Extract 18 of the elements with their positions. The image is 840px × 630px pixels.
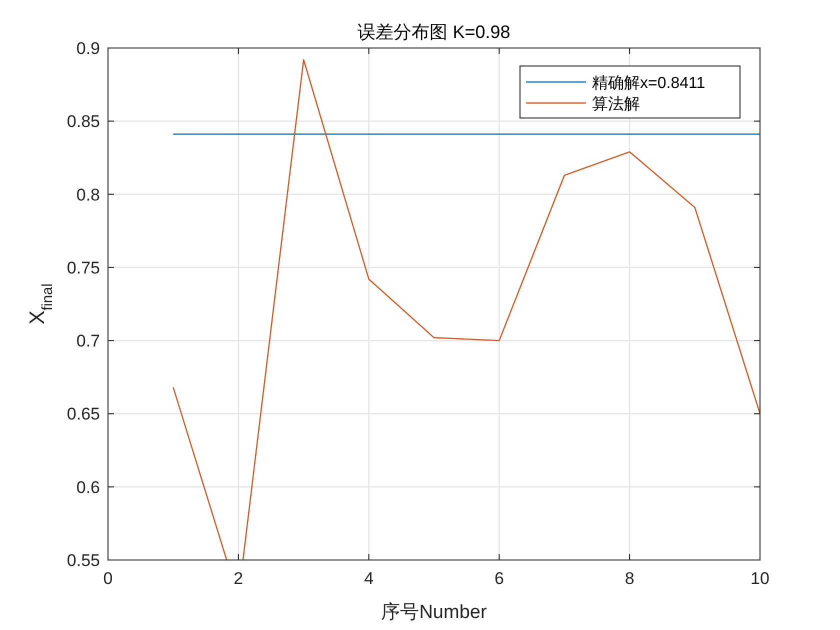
x-tick-label: 0 [103, 569, 113, 588]
x-tick-label: 4 [364, 569, 374, 588]
chart-title: 误差分布图 K=0.98 [358, 22, 510, 42]
x-axis-title: 序号Number [381, 601, 488, 623]
y-tick-label: 0.65 [66, 404, 100, 424]
legend-label: 精确解x=0.8411 [592, 74, 706, 92]
legend-label: 算法解 [592, 95, 640, 113]
x-tick-label: 10 [750, 569, 770, 588]
y-tick-label: 0.8 [76, 185, 100, 204]
y-tick-label: 0.55 [66, 551, 100, 570]
y-tick-label: 0.85 [66, 112, 100, 132]
x-tick-label: 2 [234, 569, 244, 588]
y-tick-label: 0.9 [76, 39, 100, 58]
y-tick-label: 0.7 [76, 332, 100, 351]
x-tick-label: 8 [624, 569, 634, 588]
y-tick-label: 0.6 [76, 478, 100, 497]
x-tick-label: 6 [494, 569, 504, 588]
y-tick-label: 0.75 [66, 258, 100, 278]
